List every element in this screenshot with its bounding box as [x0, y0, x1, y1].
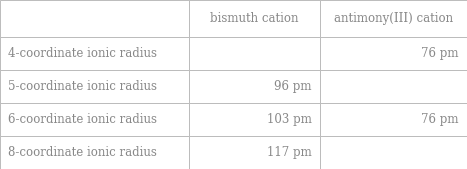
- Bar: [189, 103, 320, 136]
- Bar: [320, 136, 467, 169]
- Bar: [189, 136, 320, 169]
- Bar: [320, 103, 467, 136]
- Text: 96 pm: 96 pm: [274, 80, 311, 93]
- Bar: [189, 70, 320, 103]
- Bar: [189, 37, 320, 70]
- Text: 8-coordinate ionic radius: 8-coordinate ionic radius: [8, 146, 157, 159]
- Bar: [189, 0, 320, 37]
- Bar: [320, 0, 467, 37]
- Text: antimony(III) cation: antimony(III) cation: [334, 12, 453, 25]
- Text: 76 pm: 76 pm: [421, 113, 459, 126]
- Text: 4-coordinate ionic radius: 4-coordinate ionic radius: [8, 47, 157, 60]
- Bar: [320, 37, 467, 70]
- Text: 103 pm: 103 pm: [267, 113, 311, 126]
- Text: bismuth cation: bismuth cation: [210, 12, 299, 25]
- Bar: [320, 70, 467, 103]
- Bar: [0, 136, 189, 169]
- Bar: [0, 0, 189, 37]
- Bar: [0, 103, 189, 136]
- Bar: [0, 37, 189, 70]
- Text: 6-coordinate ionic radius: 6-coordinate ionic radius: [8, 113, 157, 126]
- Bar: [0, 70, 189, 103]
- Text: 76 pm: 76 pm: [421, 47, 459, 60]
- Text: 117 pm: 117 pm: [267, 146, 311, 159]
- Text: 5-coordinate ionic radius: 5-coordinate ionic radius: [8, 80, 157, 93]
